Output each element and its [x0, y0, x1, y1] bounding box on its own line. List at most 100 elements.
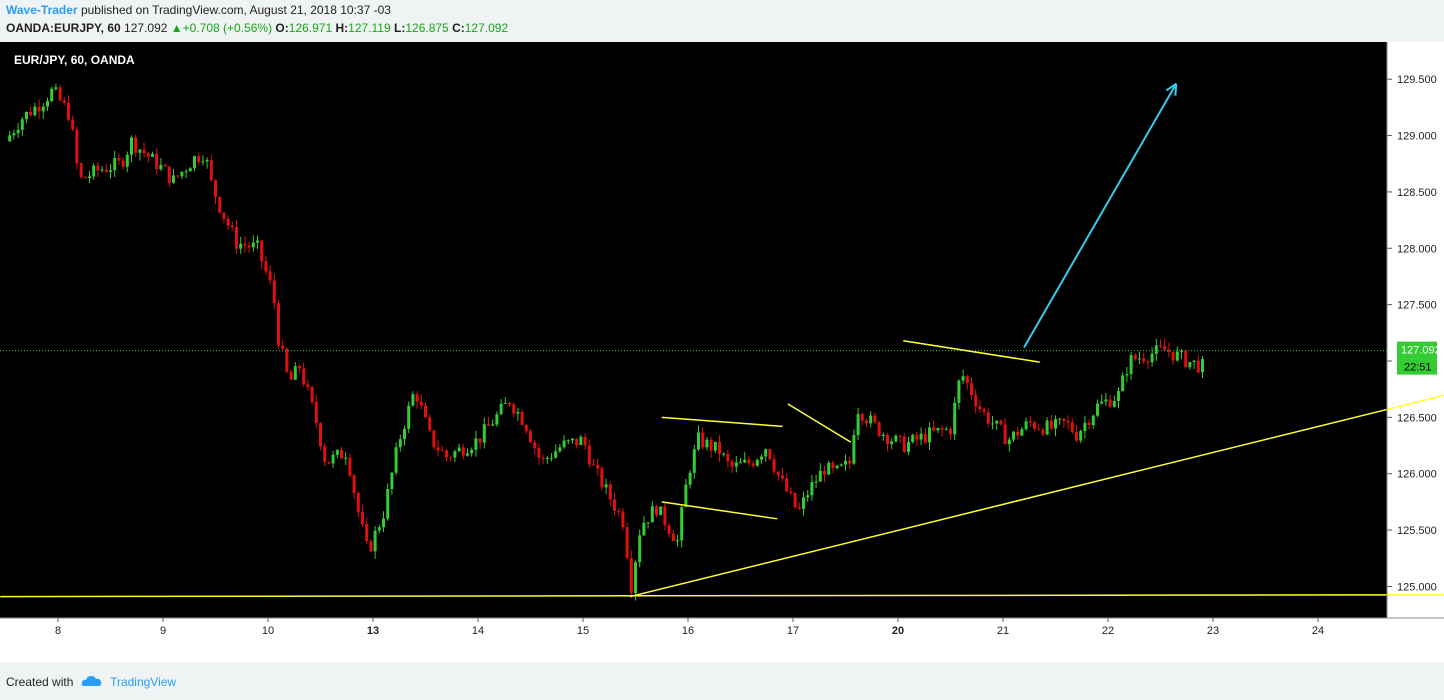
candle-body	[470, 449, 474, 454]
symbol-label: OANDA:EURJPY, 60	[6, 21, 121, 35]
candle-body	[62, 100, 66, 103]
arrow-head	[1174, 83, 1178, 96]
candle-body	[575, 438, 579, 446]
publish-info: Wave-Trader published on TradingView.com…	[6, 3, 391, 17]
candle-body	[1020, 429, 1024, 436]
y-tick-label: 125.500	[1397, 525, 1437, 537]
candle-body	[1150, 353, 1154, 363]
candle-body	[277, 303, 280, 346]
candle-body	[386, 489, 390, 519]
candle-body	[760, 456, 763, 460]
x-tick-label: 20	[892, 625, 904, 637]
candle-body	[398, 439, 402, 448]
candle-body	[802, 497, 805, 509]
candle-body	[986, 412, 990, 424]
candle-body	[743, 459, 747, 463]
candle-body	[172, 175, 175, 183]
candle-body	[600, 468, 604, 488]
price-chart[interactable]: EUR/JPY, 60, OANDA 125.000 125.500 126.000…	[0, 42, 1444, 662]
candle-body	[411, 394, 415, 406]
candle-body	[104, 169, 108, 172]
candle-body	[96, 165, 100, 171]
candle-body	[264, 261, 268, 272]
candle-body	[474, 438, 478, 450]
candle-body	[886, 434, 889, 444]
candle-body	[461, 447, 465, 456]
candle-body	[550, 457, 553, 459]
candle-body	[558, 447, 562, 452]
candle-body	[835, 465, 839, 469]
candle-body	[1049, 420, 1053, 429]
x-tick-label: 22	[1102, 625, 1114, 637]
candle-body	[285, 348, 289, 372]
candle-body	[944, 428, 948, 430]
candle-body	[793, 492, 797, 508]
candle-body	[1016, 431, 1020, 436]
x-axis[interactable]: 8 9 10 13 14 15 16 17 20 21 22 23 24	[55, 618, 1324, 637]
candle-body	[1033, 422, 1036, 429]
footer: Created with TradingView	[6, 675, 176, 690]
candle-body	[663, 506, 667, 526]
tradingview-link[interactable]: TradingView	[110, 675, 177, 689]
candle-body	[440, 450, 444, 452]
candle-body	[1184, 350, 1188, 368]
plot-area[interactable]	[0, 42, 1387, 618]
candle-body	[970, 383, 973, 396]
flag-top-line	[661, 416, 783, 428]
low-label: L:	[394, 21, 406, 35]
candle-body	[466, 453, 469, 456]
candle-body	[1062, 418, 1066, 422]
candle-body	[634, 562, 637, 594]
candle-body	[995, 420, 999, 424]
candle-body	[272, 280, 276, 304]
open-label: O:	[275, 21, 289, 35]
candle-body	[159, 164, 163, 170]
candle-body	[902, 436, 906, 452]
candle-body	[33, 106, 37, 116]
candle-body	[1125, 374, 1129, 376]
author-link[interactable]: Wave-Trader	[6, 3, 78, 17]
candle-body	[289, 371, 293, 380]
candle-body	[873, 415, 877, 423]
candle-body	[323, 446, 327, 462]
candle-body	[130, 137, 133, 155]
candle-body	[936, 427, 940, 431]
candle-body	[377, 527, 381, 531]
candle-body	[142, 149, 146, 154]
candle-body	[697, 432, 700, 450]
candle-body	[957, 380, 961, 403]
candle-body	[125, 154, 129, 167]
candle-body	[88, 176, 91, 179]
candle-body	[83, 177, 87, 179]
open-value: 126.971	[288, 21, 333, 35]
candle-body	[751, 463, 755, 466]
x-tick-label: 10	[262, 625, 274, 637]
candle-body	[676, 540, 679, 542]
candle-body	[1171, 352, 1175, 361]
candle-body	[734, 462, 738, 467]
candle-body	[865, 420, 868, 424]
candle-body	[1096, 403, 1099, 416]
x-tick-label: 13	[367, 625, 379, 637]
candle-body	[25, 111, 28, 120]
candle-body	[222, 212, 226, 219]
candle-body	[121, 160, 125, 167]
candle-body	[1037, 428, 1041, 430]
candle-body	[293, 366, 297, 380]
flag-bottom-line	[661, 501, 778, 520]
candle-body	[646, 522, 650, 524]
candle-body	[214, 180, 217, 197]
candle-body	[839, 464, 843, 466]
y-axis[interactable]: 125.000125.500126.000126.500127.000127.5…	[1387, 74, 1437, 593]
candle-body	[260, 240, 264, 262]
candle-body	[1167, 349, 1171, 353]
candle-body	[37, 106, 41, 112]
candle-body	[314, 402, 318, 424]
candle-body	[495, 414, 499, 425]
candle-body	[256, 240, 259, 243]
candle-body	[928, 427, 931, 443]
candle-body	[1117, 391, 1120, 401]
candle-body	[911, 434, 915, 443]
candle-body	[940, 427, 944, 430]
candle-body	[445, 450, 448, 458]
